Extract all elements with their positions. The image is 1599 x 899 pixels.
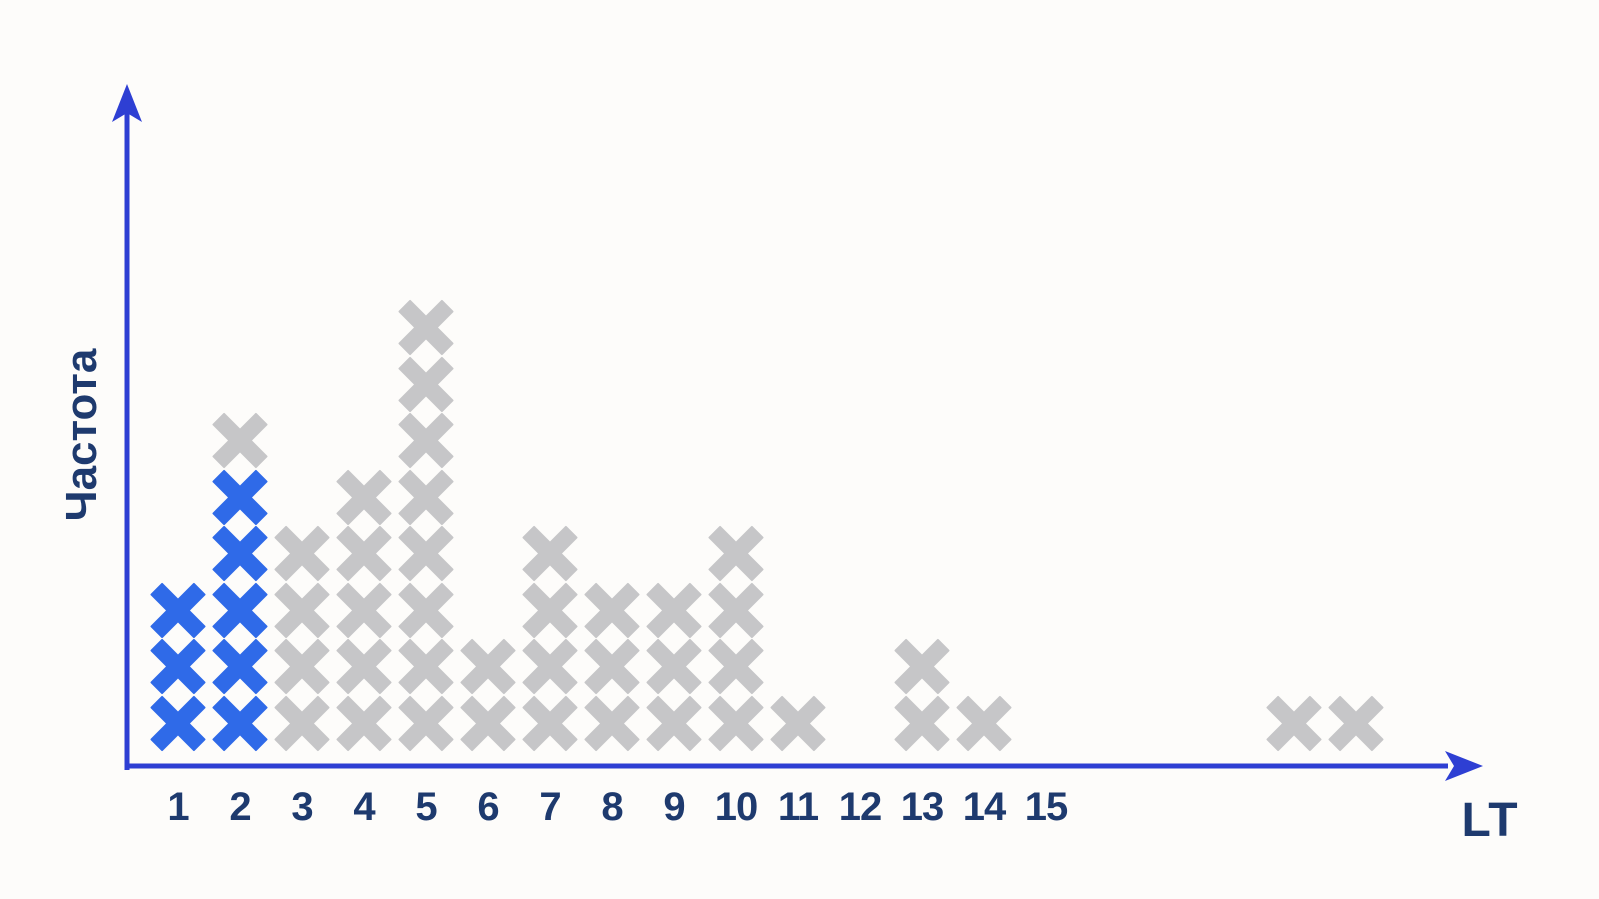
x-axis-tick-label: 5 <box>415 785 437 829</box>
x-axis-tick-label: 4 <box>353 785 375 829</box>
x-axis-tick-label: 7 <box>539 785 561 829</box>
y-axis-arrowhead-icon <box>112 84 142 122</box>
x-axis-tick-label: 14 <box>962 785 1007 829</box>
x-axis-title: LT <box>1461 794 1519 847</box>
x-axis-tick-label: 11 <box>777 785 819 829</box>
x-axis-tick-label: 1 <box>167 785 189 829</box>
x-axis-arrowhead-icon <box>1445 751 1483 781</box>
x-axis-tick-label: 6 <box>477 785 499 829</box>
x-axis-tick-label: 2 <box>229 785 251 829</box>
x-axis-tick-label: 10 <box>714 785 759 829</box>
x-axis-tick-label: 15 <box>1024 785 1069 829</box>
y-axis-title: Частота <box>57 348 106 522</box>
x-axis-tick-label: 12 <box>838 785 883 829</box>
x-axis-tick-label: 13 <box>900 785 945 829</box>
x-axis-tick-label: 3 <box>291 785 313 829</box>
x-axis-tick-label: 8 <box>601 785 623 829</box>
x-axis-tick-label: 9 <box>663 785 685 829</box>
